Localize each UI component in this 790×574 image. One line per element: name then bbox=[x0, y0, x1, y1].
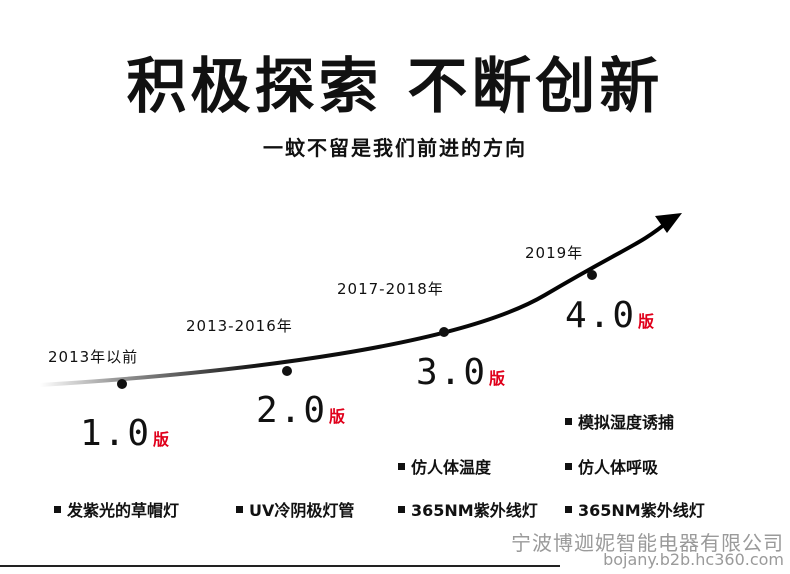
bullet-icon bbox=[565, 418, 572, 425]
bottom-divider bbox=[0, 565, 560, 567]
version-number: 4.0 bbox=[565, 295, 637, 336]
url-watermark: bojany.b2b.hc360.com bbox=[603, 550, 784, 569]
bullet-icon bbox=[398, 506, 405, 513]
arrow-head-icon bbox=[655, 213, 682, 233]
stage-year: 2019年 bbox=[525, 244, 584, 262]
version-suffix: 版 bbox=[489, 369, 506, 388]
bullet-icon bbox=[565, 463, 572, 470]
version-suffix: 版 bbox=[638, 312, 655, 331]
timeline-dot bbox=[282, 366, 292, 376]
bullet-icon bbox=[54, 506, 61, 513]
bullet-icon bbox=[398, 463, 405, 470]
timeline-dot bbox=[117, 379, 127, 389]
stage-year: 2013年以前 bbox=[48, 348, 139, 366]
page-title: 积极探索 不断创新 bbox=[126, 52, 664, 122]
timeline-dot bbox=[587, 270, 597, 280]
version-number: 1.0 bbox=[80, 413, 152, 454]
bullet-icon bbox=[236, 506, 243, 513]
feature-item: 365NM紫外线灯 bbox=[398, 497, 538, 521]
version-suffix: 版 bbox=[329, 407, 346, 426]
stage-version: 1.0 版 bbox=[80, 413, 169, 454]
version-suffix: 版 bbox=[153, 430, 170, 449]
company-watermark: 宁波博迦妮智能电器有限公司 bbox=[511, 531, 784, 555]
feature-item: 仿人体呼吸 bbox=[565, 454, 658, 478]
stage-year: 2013-2016年 bbox=[186, 317, 293, 335]
bullet-icon bbox=[565, 506, 572, 513]
feature-item: 模拟湿度诱捕 bbox=[565, 409, 674, 433]
feature-item: 发紫光的草帽灯 bbox=[54, 497, 179, 521]
stage-year: 2017-2018年 bbox=[337, 280, 444, 298]
timeline-dot bbox=[439, 327, 449, 337]
stage-version: 4.0 版 bbox=[565, 295, 654, 336]
version-number: 3.0 bbox=[416, 352, 488, 393]
version-number: 2.0 bbox=[256, 390, 328, 431]
stage-version: 2.0 版 bbox=[256, 390, 345, 431]
feature-item: 仿人体温度 bbox=[398, 454, 491, 478]
feature-item: UV冷阴极灯管 bbox=[236, 497, 354, 521]
stage-version: 3.0 版 bbox=[416, 352, 505, 393]
feature-item: 365NM紫外线灯 bbox=[565, 497, 705, 521]
page-subtitle: 一蚊不留是我们前进的方向 bbox=[263, 136, 527, 160]
